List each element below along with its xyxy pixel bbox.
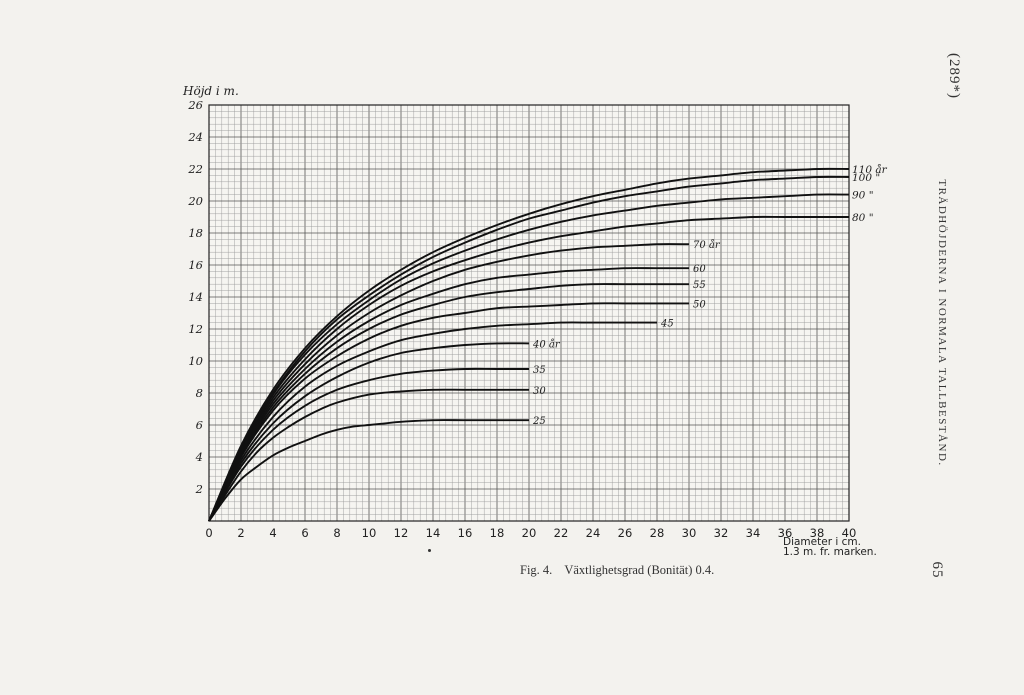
- curve-end-label: 35: [533, 365, 546, 376]
- x-tick-label: 14: [426, 526, 441, 540]
- curve-100-r: [208, 175, 850, 522]
- x-tick-label: 36: [778, 526, 793, 540]
- x-tick-label: 20: [522, 526, 537, 540]
- y-tick-label: 20: [187, 194, 203, 208]
- curve-110-r: [208, 167, 850, 522]
- x-tick-label: 8: [333, 526, 340, 540]
- x-tick-label: 38: [810, 526, 825, 540]
- plot-frame: [208, 104, 850, 522]
- x-tick-label: 6: [301, 526, 308, 540]
- x-tick-label: 28: [650, 526, 665, 540]
- x-tick-label: 22: [554, 526, 569, 540]
- curve-end-label: 110 år: [852, 163, 888, 176]
- y-tick-label: 22: [187, 162, 203, 176]
- caption-fig-number: Fig. 4.: [520, 563, 553, 577]
- x-tick-label: 34: [746, 526, 761, 540]
- curve-60-r: [208, 267, 689, 522]
- curve-90-r: [208, 193, 850, 522]
- curve-end-label: 100 ": [852, 172, 880, 184]
- curve-end-label: 70 år: [693, 239, 721, 251]
- curve-end-label: 60: [693, 264, 706, 275]
- curve-80-r: [208, 215, 849, 522]
- curve-40-r: [208, 342, 530, 522]
- running-head: TRÄDHÖJDERNA I NORMALA TALLBESTÅND.: [936, 179, 948, 467]
- y-tick-label: 12: [188, 322, 203, 336]
- y-tick-label: 14: [188, 290, 203, 304]
- curve-25-r: [208, 419, 529, 522]
- y-tick-label: 4: [195, 450, 203, 464]
- x-axis-label-line: Diameter i cm.: [783, 536, 861, 548]
- chart-curves: [208, 167, 850, 522]
- curve-45-r: [208, 321, 657, 522]
- x-tick-label: 40: [842, 526, 857, 540]
- curve-end-label: 45: [660, 319, 674, 330]
- chart-labels: 0 2 4 6 8 10 12 14 16 18 20 22 24 26 28 30 32 34 36 38 40246…: [182, 84, 888, 558]
- y-tick-label: 10: [188, 354, 203, 368]
- y-tick-label: 6: [196, 418, 203, 432]
- x-tick-label: 0: [205, 526, 212, 540]
- x-tick-label: 12: [394, 526, 409, 540]
- x-tick-label: 4: [269, 526, 276, 540]
- x-tick-label: 2: [237, 526, 244, 540]
- x-tick-label: 26: [618, 526, 633, 540]
- curve-55-r: [208, 283, 689, 522]
- page-number-top: (289*): [946, 53, 962, 99]
- x-tick-label: 10: [362, 526, 377, 540]
- stray-dot: [428, 549, 431, 552]
- figure-caption: Fig. 4. Växtlighetsgrad (Bonität) 0.4.: [520, 563, 714, 578]
- curve-end-label: 55: [693, 280, 706, 291]
- x-axis-label-line: 1.3 m. fr. marken.: [783, 546, 877, 558]
- curve-end-label: 40 år: [532, 338, 561, 350]
- y-tick-label: 26: [187, 98, 203, 112]
- curve-70-r: [208, 243, 690, 522]
- curve-end-label: 30: [533, 386, 546, 397]
- x-tick-label: 24: [586, 526, 601, 540]
- curve-end-label: 80 ": [852, 212, 874, 224]
- curve-30-r: [208, 388, 529, 522]
- curve-end-label: 50: [693, 299, 706, 310]
- x-tick-label: 32: [714, 526, 729, 540]
- curve-end-label: 25: [532, 416, 546, 427]
- chart-grid: [208, 104, 850, 522]
- curve-end-label: 90 ": [852, 190, 874, 202]
- y-tick-label: 8: [196, 386, 203, 400]
- caption-title: Växtlighetsgrad (Bonität) 0.4.: [564, 563, 715, 577]
- y-tick-label: 24: [187, 130, 203, 144]
- y-axis-label: Höjd i m.: [182, 84, 239, 98]
- x-tick-label: 30: [682, 526, 697, 540]
- curve-50-r: [208, 302, 689, 522]
- x-tick-label: 18: [490, 526, 505, 540]
- curve-35-r: [208, 367, 529, 522]
- page-number-bottom: 65: [929, 561, 945, 579]
- y-tick-label: 18: [188, 226, 203, 240]
- y-tick-label: 2: [195, 482, 203, 496]
- x-tick-label: 16: [458, 526, 473, 540]
- y-tick-label: 16: [188, 258, 203, 272]
